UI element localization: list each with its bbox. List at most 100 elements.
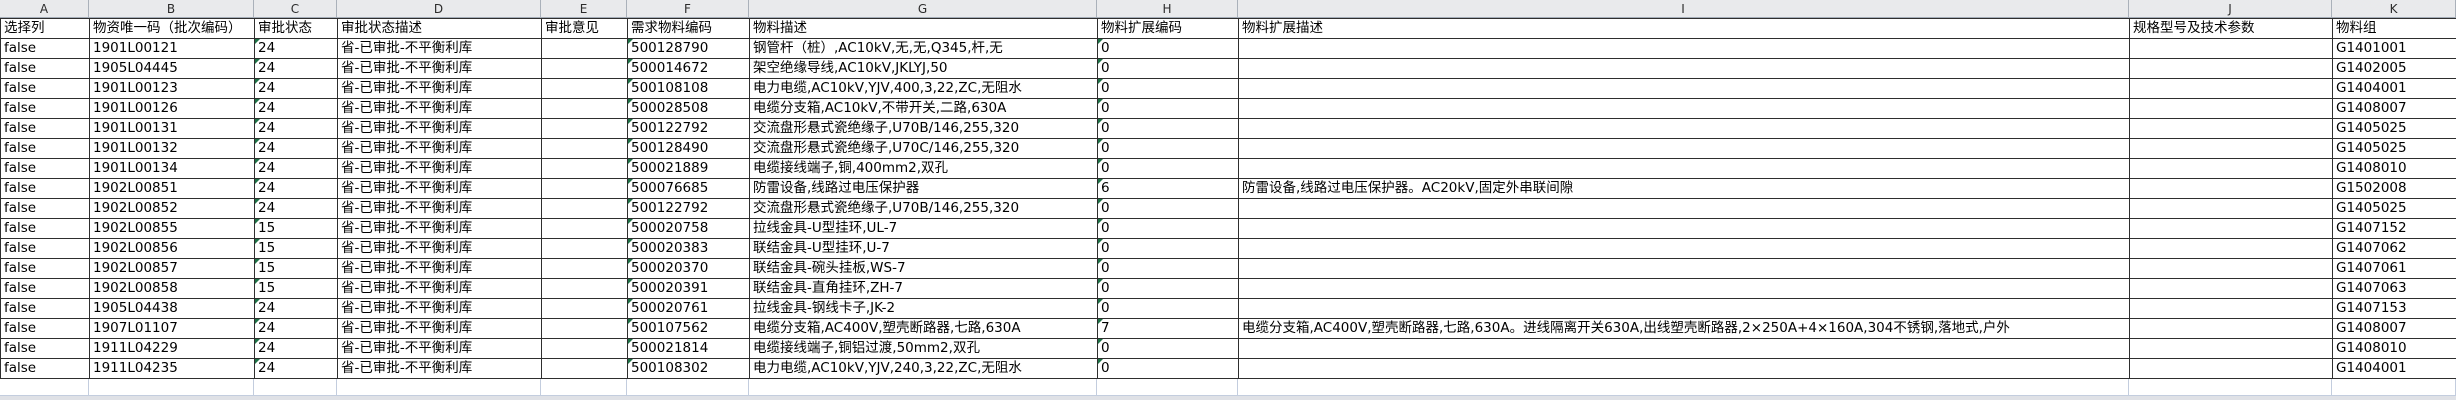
- cell-B3[interactable]: 1905L04445: [90, 59, 255, 79]
- cell-C13[interactable]: 15: [255, 259, 338, 279]
- cell-E11[interactable]: [542, 219, 628, 239]
- col-header-B[interactable]: B: [89, 0, 254, 17]
- cell-H18[interactable]: 0: [1098, 359, 1239, 379]
- cell-K16[interactable]: G1408007: [2333, 319, 2456, 339]
- cell-A10[interactable]: false: [1, 199, 90, 219]
- cell-F13[interactable]: 500020370: [628, 259, 750, 279]
- cell-K10[interactable]: G1405025: [2333, 199, 2456, 219]
- cell-F3[interactable]: 500014672: [628, 59, 750, 79]
- cell-E13[interactable]: [542, 259, 628, 279]
- cell-C2[interactable]: 24: [255, 39, 338, 59]
- cell-I12[interactable]: [1239, 239, 2130, 259]
- cell-C12[interactable]: 15: [255, 239, 338, 259]
- cell-G8[interactable]: 电缆接线端子,铜,400mm2,双孔: [750, 159, 1098, 179]
- col-header-A[interactable]: A: [0, 0, 89, 17]
- cell-B2[interactable]: 1901L00121: [90, 39, 255, 59]
- cell-G13[interactable]: 联结金具-碗头挂板,WS-7: [750, 259, 1098, 279]
- cell-D15[interactable]: 省-已审批-不平衡利库: [338, 299, 542, 319]
- cell-A5[interactable]: false: [1, 99, 90, 119]
- empty-cell-A[interactable]: [0, 379, 89, 396]
- cell-E6[interactable]: [542, 119, 628, 139]
- cell-H5[interactable]: 0: [1098, 99, 1239, 119]
- empty-cell-H[interactable]: [1097, 379, 1238, 396]
- cell-K18[interactable]: G1404001: [2333, 359, 2456, 379]
- cell-F17[interactable]: 500021814: [628, 339, 750, 359]
- cell-E2[interactable]: [542, 39, 628, 59]
- cell-E17[interactable]: [542, 339, 628, 359]
- cell-C3[interactable]: 24: [255, 59, 338, 79]
- cell-F14[interactable]: 500020391: [628, 279, 750, 299]
- cell-A14[interactable]: false: [1, 279, 90, 299]
- cell-E18[interactable]: [542, 359, 628, 379]
- cell-D17[interactable]: 省-已审批-不平衡利库: [338, 339, 542, 359]
- cell-E12[interactable]: [542, 239, 628, 259]
- cell-K7[interactable]: G1405025: [2333, 139, 2456, 159]
- cell-A7[interactable]: false: [1, 139, 90, 159]
- cell-D4[interactable]: 省-已审批-不平衡利库: [338, 79, 542, 99]
- cell-C16[interactable]: 24: [255, 319, 338, 339]
- cell-F12[interactable]: 500020383: [628, 239, 750, 259]
- cell-H8[interactable]: 0: [1098, 159, 1239, 179]
- cell-C7[interactable]: 24: [255, 139, 338, 159]
- cell-A3[interactable]: false: [1, 59, 90, 79]
- cell-A18[interactable]: false: [1, 359, 90, 379]
- empty-cell-B[interactable]: [89, 379, 254, 396]
- cell-G7[interactable]: 交流盘形悬式瓷绝缘子,U70C/146,255,320: [750, 139, 1098, 159]
- cell-A16[interactable]: false: [1, 319, 90, 339]
- cell-J13[interactable]: [2130, 259, 2333, 279]
- cell-A11[interactable]: false: [1, 219, 90, 239]
- col-header-I[interactable]: I: [1238, 0, 2129, 17]
- header-cell-C[interactable]: 审批状态: [255, 19, 338, 39]
- cell-F18[interactable]: 500108302: [628, 359, 750, 379]
- cell-I5[interactable]: [1239, 99, 2130, 119]
- cell-J8[interactable]: [2130, 159, 2333, 179]
- cell-E14[interactable]: [542, 279, 628, 299]
- cell-I16[interactable]: 电缆分支箱,AC400V,塑壳断路器,七路,630A。进线隔离开关630A,出线…: [1239, 319, 2130, 339]
- cell-K11[interactable]: G1407152: [2333, 219, 2456, 239]
- col-header-K[interactable]: K: [2332, 0, 2456, 17]
- cell-F9[interactable]: 500076685: [628, 179, 750, 199]
- cell-F15[interactable]: 500020761: [628, 299, 750, 319]
- cell-C14[interactable]: 15: [255, 279, 338, 299]
- cell-H6[interactable]: 0: [1098, 119, 1239, 139]
- cell-J4[interactable]: [2130, 79, 2333, 99]
- cell-J7[interactable]: [2130, 139, 2333, 159]
- cell-I4[interactable]: [1239, 79, 2130, 99]
- cell-G15[interactable]: 拉线金具-钢线卡子,JK-2: [750, 299, 1098, 319]
- cell-G12[interactable]: 联结金具-U型挂环,U-7: [750, 239, 1098, 259]
- cell-A4[interactable]: false: [1, 79, 90, 99]
- cell-D9[interactable]: 省-已审批-不平衡利库: [338, 179, 542, 199]
- cell-I7[interactable]: [1239, 139, 2130, 159]
- cell-B8[interactable]: 1901L00134: [90, 159, 255, 179]
- cell-C4[interactable]: 24: [255, 79, 338, 99]
- cell-D10[interactable]: 省-已审批-不平衡利库: [338, 199, 542, 219]
- header-cell-G[interactable]: 物料描述: [750, 19, 1098, 39]
- header-cell-H[interactable]: 物料扩展编码: [1098, 19, 1239, 39]
- cell-J11[interactable]: [2130, 219, 2333, 239]
- cell-J9[interactable]: [2130, 179, 2333, 199]
- cell-C6[interactable]: 24: [255, 119, 338, 139]
- cell-K6[interactable]: G1405025: [2333, 119, 2456, 139]
- cell-D12[interactable]: 省-已审批-不平衡利库: [338, 239, 542, 259]
- cell-H15[interactable]: 0: [1098, 299, 1239, 319]
- cell-K17[interactable]: G1408010: [2333, 339, 2456, 359]
- cell-K5[interactable]: G1408007: [2333, 99, 2456, 119]
- cell-E3[interactable]: [542, 59, 628, 79]
- cell-H14[interactable]: 0: [1098, 279, 1239, 299]
- cell-K13[interactable]: G1407061: [2333, 259, 2456, 279]
- cell-J3[interactable]: [2130, 59, 2333, 79]
- cell-C9[interactable]: 24: [255, 179, 338, 199]
- cell-H7[interactable]: 0: [1098, 139, 1239, 159]
- cell-D13[interactable]: 省-已审批-不平衡利库: [338, 259, 542, 279]
- cell-C5[interactable]: 24: [255, 99, 338, 119]
- cell-B16[interactable]: 1907L01107: [90, 319, 255, 339]
- cell-C18[interactable]: 24: [255, 359, 338, 379]
- cell-H16[interactable]: 7: [1098, 319, 1239, 339]
- cell-I14[interactable]: [1239, 279, 2130, 299]
- cell-I8[interactable]: [1239, 159, 2130, 179]
- cell-F11[interactable]: 500020758: [628, 219, 750, 239]
- cell-B15[interactable]: 1905L04438: [90, 299, 255, 319]
- cell-K3[interactable]: G1402005: [2333, 59, 2456, 79]
- cell-D7[interactable]: 省-已审批-不平衡利库: [338, 139, 542, 159]
- cell-J14[interactable]: [2130, 279, 2333, 299]
